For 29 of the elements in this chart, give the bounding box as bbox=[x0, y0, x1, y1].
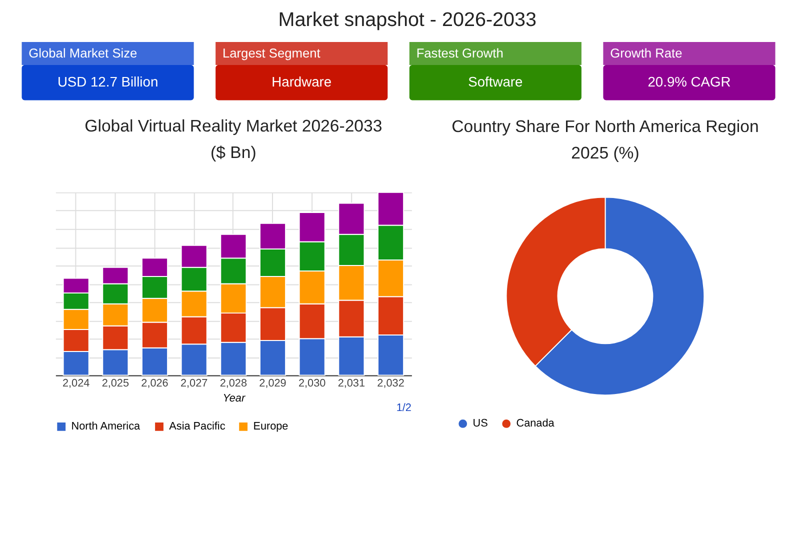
x-tick-label: 2,025 bbox=[102, 378, 130, 390]
text: Market snapshot - 2026-2033 bbox=[278, 9, 537, 32]
x-tick-label: 2,024 bbox=[62, 378, 90, 390]
legend-label: Canada bbox=[516, 418, 556, 430]
text: USD 12.7 Billion bbox=[57, 74, 158, 90]
chart-subtitle: ($ Bn) bbox=[210, 143, 256, 162]
legend-label: Europe bbox=[253, 420, 288, 433]
x-tick-label: 2,028 bbox=[220, 378, 248, 390]
x-tick-label: 2,026 bbox=[141, 378, 168, 390]
text: Growth Rate bbox=[610, 45, 682, 60]
x-tick-label: 2,032 bbox=[377, 378, 404, 390]
legend-label: Asia Pacific bbox=[169, 420, 226, 433]
text: Fastest Growth bbox=[416, 45, 504, 60]
text: 1/2 bbox=[396, 402, 412, 414]
x-tick-label: 2,027 bbox=[180, 378, 208, 390]
x-tick-label: 2,030 bbox=[298, 378, 326, 390]
text: Largest Segment bbox=[222, 45, 321, 60]
text: Global Market Size bbox=[28, 45, 138, 60]
x-axis-title: Year bbox=[222, 392, 246, 404]
chart-subtitle: 2025 (%) bbox=[571, 144, 640, 163]
chart-title: Global Virtual Reality Market 2026-2033 bbox=[84, 116, 382, 136]
legend-label: North America bbox=[71, 420, 142, 433]
text: Hardware bbox=[272, 74, 332, 90]
text: Software bbox=[468, 74, 524, 90]
x-tick-label: 2,031 bbox=[338, 378, 366, 390]
text: 20.9% CAGR bbox=[648, 74, 731, 90]
chart-title: Country Share For North America Region bbox=[452, 117, 759, 136]
x-tick-label: 2,029 bbox=[259, 378, 286, 390]
legend-label: US bbox=[472, 418, 488, 430]
